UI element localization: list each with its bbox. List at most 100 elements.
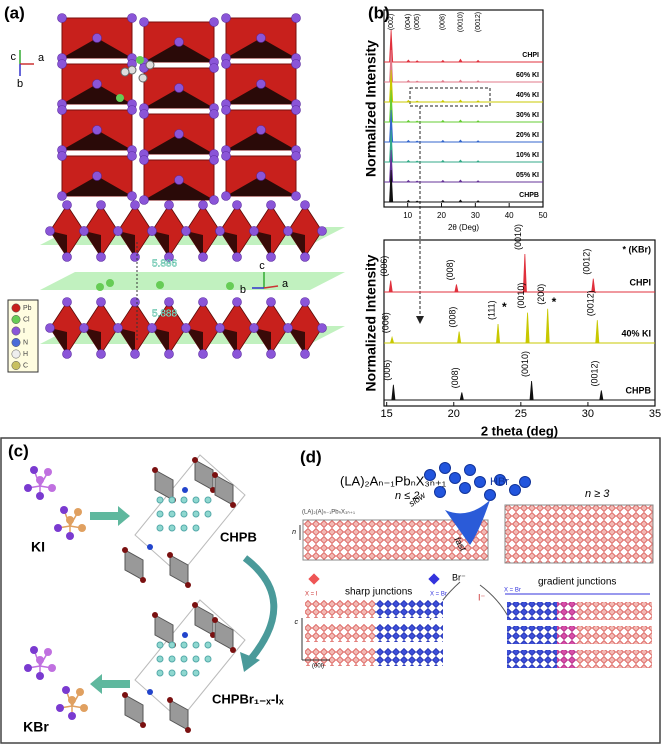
decoration: [168, 655, 176, 663]
decoration: [79, 323, 89, 333]
decoration: [144, 180, 214, 200]
peak-label: (0012): [590, 360, 600, 386]
peak: [406, 119, 411, 123]
peak: [599, 390, 604, 401]
x-tick-label: 40: [505, 211, 514, 220]
label: H: [23, 351, 28, 358]
decoration: [156, 510, 164, 518]
decoration: [300, 200, 310, 210]
decoration: [226, 176, 296, 196]
decoration: [180, 641, 188, 649]
decoration: [291, 59, 301, 69]
label: CHPB: [220, 529, 257, 544]
decoration: [557, 602, 577, 620]
peak: [459, 392, 464, 401]
decoration: [127, 151, 137, 161]
x-tick-label: 20: [437, 211, 446, 220]
decoration: [577, 650, 652, 668]
peak: [415, 100, 419, 103]
peak: [458, 159, 463, 163]
decoration: [11, 326, 21, 336]
label: (00l): [312, 664, 324, 670]
decoration: [254, 231, 271, 257]
peak: [415, 160, 419, 163]
decoration: [168, 510, 176, 518]
decoration: [156, 496, 164, 504]
decoration: [44, 648, 52, 656]
label: Br⁻: [452, 572, 466, 582]
label: X = Br: [430, 592, 447, 598]
decoration: [220, 328, 237, 354]
peak: [415, 140, 419, 143]
x-tick-label: 20: [448, 408, 460, 420]
decoration: [96, 283, 104, 291]
decoration: [164, 252, 174, 262]
decoration: [577, 626, 652, 644]
decoration: [300, 297, 310, 307]
decoration: [136, 56, 144, 64]
label: Cl: [23, 316, 30, 323]
decoration: [90, 506, 130, 526]
decoration: [152, 612, 158, 618]
decoration: [45, 226, 55, 236]
peak-label: (0012): [475, 12, 482, 32]
decoration: [74, 508, 82, 516]
peak: [476, 180, 480, 183]
x-axis-label: 2 theta (deg): [481, 423, 558, 438]
decoration: [220, 231, 237, 257]
decoration: [62, 349, 72, 359]
peak: [415, 80, 419, 83]
peak: [476, 160, 480, 163]
decoration: [204, 641, 212, 649]
peak: [457, 331, 462, 344]
decoration: [124, 694, 144, 726]
peak: [388, 280, 393, 293]
decoration: [266, 349, 276, 359]
decoration: [214, 474, 234, 506]
decoration: [130, 297, 140, 307]
decoration: [192, 602, 198, 608]
peak: [476, 80, 480, 83]
decoration: [11, 349, 21, 359]
peak: [415, 200, 419, 203]
decoration: [182, 487, 188, 493]
peak-label: (111): [486, 300, 496, 320]
decoration: [62, 686, 70, 694]
series-label: 10% KI: [516, 152, 539, 159]
decoration: [152, 467, 158, 473]
decoration: [84, 231, 101, 257]
decoration: [139, 195, 149, 205]
decoration: [127, 105, 137, 115]
decoration: [240, 652, 260, 672]
decoration: [174, 175, 184, 185]
decoration: [192, 669, 200, 677]
decoration: [139, 155, 149, 165]
decoration: [118, 231, 135, 257]
decoration: [40, 272, 345, 290]
peak-label: (008): [445, 259, 455, 280]
decoration: [36, 672, 44, 680]
label: X = Br: [504, 588, 521, 594]
peak: [440, 99, 445, 103]
x-axis-label: 2θ (Deg): [448, 223, 479, 232]
decoration: [409, 87, 491, 107]
decoration: [305, 600, 375, 618]
decoration: [57, 59, 67, 69]
decoration: [445, 500, 490, 545]
series-label: 60% KI: [516, 72, 539, 79]
peak: [440, 159, 445, 163]
decoration: [221, 105, 231, 115]
decoration: [174, 83, 184, 93]
decoration: [221, 59, 231, 69]
series-label: CHPI: [522, 52, 539, 59]
label: N: [23, 339, 28, 346]
peak-label: (0010): [520, 351, 530, 377]
decoration: [226, 38, 296, 58]
decoration: [291, 105, 301, 115]
peak: [415, 60, 420, 63]
decoration: [57, 151, 67, 161]
decoration: [11, 361, 21, 370]
decoration: [291, 191, 301, 201]
series-label: 40% KI: [621, 328, 651, 338]
